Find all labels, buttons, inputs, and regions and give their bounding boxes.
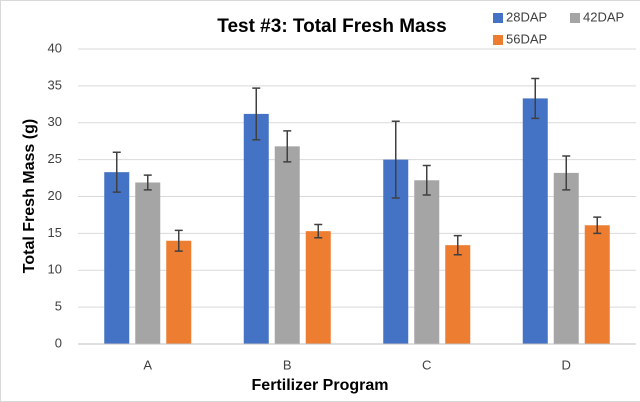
y-tick-label: 0 <box>55 335 62 350</box>
y-tick-label: 15 <box>48 225 62 240</box>
y-tick-label: 40 <box>48 40 62 55</box>
chart-title: Test #3: Total Fresh Mass <box>217 16 446 37</box>
bar <box>584 225 610 344</box>
bar <box>445 245 471 344</box>
y-tick-label: 35 <box>48 77 62 92</box>
y-tick-label: 20 <box>48 188 62 203</box>
bar <box>166 240 192 344</box>
legend-swatch <box>570 13 580 23</box>
bar <box>305 231 331 344</box>
error-bar <box>531 77 540 120</box>
bar <box>553 172 579 344</box>
error-bar <box>593 216 602 235</box>
legend-swatch <box>493 13 503 23</box>
x-tick-label: D <box>562 357 571 372</box>
error-bar <box>112 151 121 193</box>
bar <box>135 182 161 344</box>
y-tick-label: 30 <box>48 114 62 129</box>
y-tick-label: 5 <box>55 299 62 314</box>
error-bar <box>314 223 323 239</box>
y-tick-label: 25 <box>48 151 62 166</box>
x-axis-label: Fertilizer Program <box>252 377 389 394</box>
error-bar <box>391 120 400 199</box>
error-bar <box>143 174 152 191</box>
error-bar <box>283 130 292 163</box>
bar <box>522 98 548 344</box>
error-bar <box>562 155 571 191</box>
y-tick-label: 10 <box>48 262 62 277</box>
y-axis-label: Total Fresh Mass (g) <box>21 119 38 273</box>
error-bar <box>453 234 462 256</box>
x-tick-label: B <box>283 357 292 372</box>
bar <box>243 113 269 345</box>
legend-label: 28DAP <box>506 9 547 24</box>
x-tick-label: C <box>422 357 431 372</box>
error-bar <box>252 87 261 141</box>
bar <box>274 146 300 344</box>
x-tick-label: A <box>143 357 152 372</box>
error-bar <box>174 229 183 252</box>
error-bar <box>422 164 431 196</box>
bar <box>414 180 440 344</box>
legend-label: 42DAP <box>583 9 624 24</box>
legend-swatch <box>493 35 503 45</box>
bar <box>104 172 130 344</box>
legend-label: 56DAP <box>506 31 547 46</box>
